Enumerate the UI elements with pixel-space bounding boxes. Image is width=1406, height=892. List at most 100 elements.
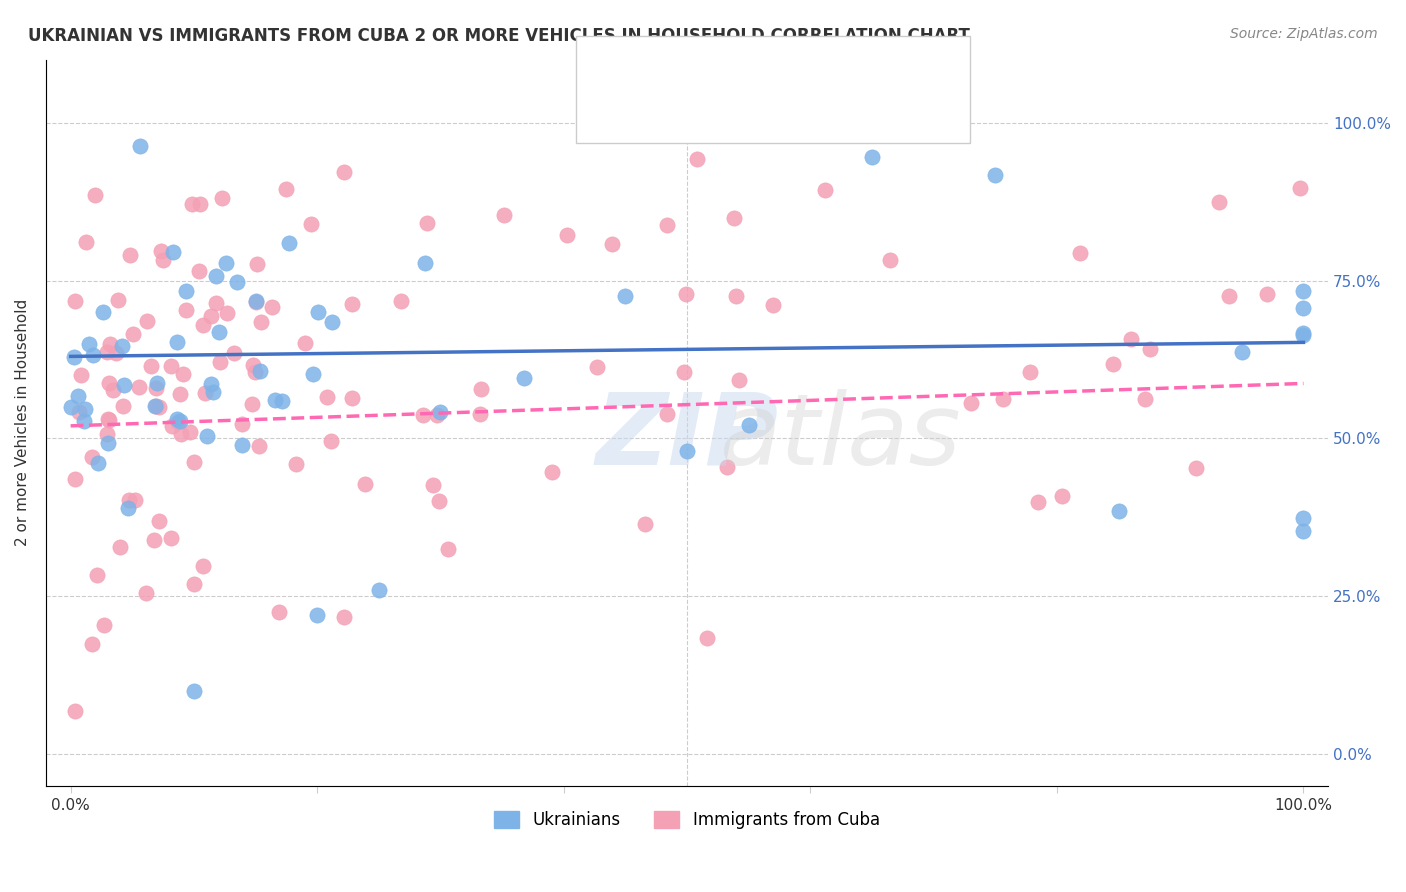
Point bbox=[1292, 327, 1315, 342]
Point bbox=[249, 315, 271, 329]
Point bbox=[586, 359, 609, 374]
Point bbox=[860, 150, 883, 164]
Point bbox=[1218, 289, 1240, 303]
Point bbox=[124, 492, 146, 507]
Point bbox=[260, 300, 283, 314]
Text: N =: N = bbox=[752, 100, 792, 118]
Point bbox=[183, 684, 205, 698]
Point bbox=[762, 298, 785, 312]
Point bbox=[245, 294, 267, 309]
Point bbox=[82, 637, 104, 651]
Point bbox=[211, 191, 233, 205]
Point bbox=[1292, 326, 1315, 341]
Point bbox=[716, 459, 738, 474]
Point bbox=[1208, 195, 1230, 210]
Point bbox=[98, 412, 121, 426]
Point bbox=[143, 400, 166, 414]
Point bbox=[353, 476, 375, 491]
Point bbox=[984, 168, 1007, 182]
Point bbox=[1185, 460, 1208, 475]
Point bbox=[187, 264, 209, 278]
Point bbox=[209, 354, 232, 368]
Point bbox=[174, 302, 197, 317]
Point bbox=[676, 444, 699, 458]
Point bbox=[98, 337, 121, 351]
Point bbox=[62, 350, 84, 364]
Point bbox=[166, 334, 188, 349]
Point bbox=[602, 237, 624, 252]
Point bbox=[181, 197, 204, 211]
Point bbox=[513, 371, 536, 385]
Point bbox=[97, 436, 120, 450]
Point bbox=[814, 183, 837, 197]
Point bbox=[672, 365, 695, 379]
Point bbox=[1018, 365, 1040, 379]
Text: 56: 56 bbox=[794, 64, 825, 82]
Point bbox=[294, 335, 316, 350]
Point bbox=[540, 465, 562, 479]
Point bbox=[73, 414, 96, 428]
Point bbox=[148, 400, 170, 414]
Point bbox=[249, 363, 271, 377]
Point bbox=[333, 610, 356, 624]
Point bbox=[172, 367, 194, 381]
Point bbox=[1139, 343, 1161, 357]
Point bbox=[162, 245, 184, 260]
Point bbox=[205, 269, 228, 284]
Point bbox=[75, 235, 97, 249]
Point bbox=[183, 454, 205, 468]
Point bbox=[655, 218, 678, 232]
Point bbox=[97, 412, 120, 426]
Point bbox=[269, 606, 291, 620]
Point bbox=[135, 586, 157, 600]
Point bbox=[240, 397, 263, 411]
Point bbox=[437, 541, 460, 556]
Point bbox=[307, 608, 329, 623]
Text: UKRAINIAN VS IMMIGRANTS FROM CUBA 2 OR MORE VEHICLES IN HOUSEHOLD CORRELATION CH: UKRAINIAN VS IMMIGRANTS FROM CUBA 2 OR M… bbox=[28, 27, 970, 45]
Point bbox=[231, 438, 253, 452]
Point bbox=[242, 359, 264, 373]
Point bbox=[1292, 524, 1315, 538]
Point bbox=[634, 516, 657, 531]
Point bbox=[264, 392, 287, 407]
Point bbox=[299, 217, 322, 231]
Point bbox=[73, 402, 96, 417]
Text: 0.224: 0.224 bbox=[686, 100, 742, 118]
Point bbox=[413, 256, 436, 270]
Text: R =: R = bbox=[644, 100, 683, 118]
Point bbox=[204, 296, 226, 310]
Point bbox=[200, 309, 222, 323]
Text: 124: 124 bbox=[794, 100, 832, 118]
Point bbox=[301, 367, 323, 381]
Point bbox=[429, 493, 451, 508]
Point bbox=[243, 365, 266, 379]
Point bbox=[105, 346, 128, 360]
Point bbox=[274, 182, 297, 196]
Point bbox=[63, 294, 86, 309]
Point bbox=[422, 478, 444, 492]
Point bbox=[1292, 510, 1315, 524]
Point bbox=[321, 315, 343, 329]
Point bbox=[426, 408, 449, 422]
Text: Source: ZipAtlas.com: Source: ZipAtlas.com bbox=[1230, 27, 1378, 41]
Point bbox=[96, 345, 118, 359]
Point bbox=[215, 306, 238, 320]
Point bbox=[135, 314, 157, 328]
Point bbox=[141, 359, 163, 373]
Point bbox=[80, 450, 103, 464]
Point bbox=[1052, 489, 1074, 503]
Point bbox=[1289, 180, 1312, 194]
Point bbox=[166, 412, 188, 426]
Point bbox=[412, 408, 434, 422]
Point bbox=[1069, 246, 1091, 260]
Point bbox=[111, 399, 134, 413]
Point bbox=[146, 376, 169, 390]
Point bbox=[148, 514, 170, 528]
Point bbox=[1256, 287, 1278, 301]
Point bbox=[879, 252, 901, 267]
Point bbox=[231, 417, 253, 431]
Point bbox=[200, 376, 222, 391]
Point bbox=[367, 582, 389, 597]
Point bbox=[340, 297, 363, 311]
Point bbox=[77, 337, 100, 351]
